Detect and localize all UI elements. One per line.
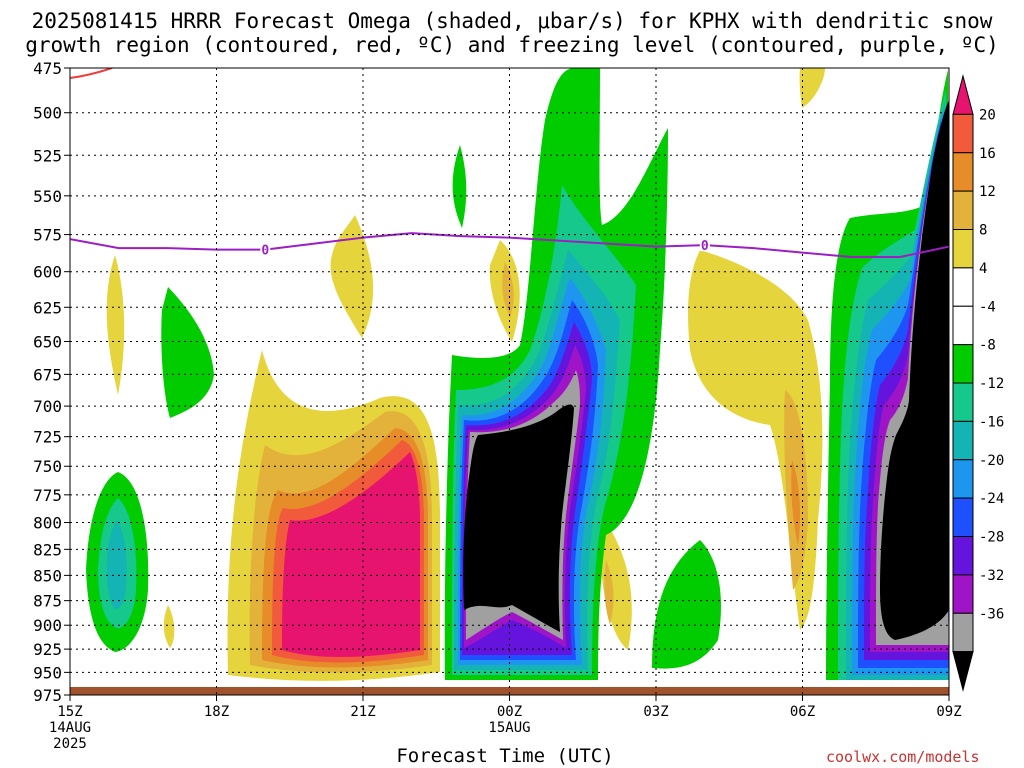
omega-region-neg4-e <box>652 540 721 669</box>
colorbar-label: -24 <box>979 491 1004 507</box>
chart-grid <box>70 68 949 695</box>
y-tick-label: 700 <box>33 397 62 416</box>
chart-title-line-2: growth region (contoured, red, ºC) and f… <box>25 33 999 57</box>
omega-region-pos4-d <box>330 215 374 338</box>
colorbar-box <box>952 536 974 576</box>
y-tick-label: 850 <box>33 566 62 585</box>
y-tick-label: 550 <box>33 187 62 206</box>
colorbar-label: 16 <box>979 146 996 162</box>
omega-region-pos4-c <box>163 605 175 648</box>
colorbar-box <box>952 574 974 614</box>
colorbar-box <box>952 459 974 499</box>
colorbar-box <box>952 152 974 192</box>
x-tick-sublabel: 14AUG <box>49 720 91 736</box>
y-tick-label: 900 <box>33 616 62 635</box>
colorbar-box <box>952 229 974 269</box>
colorbar-label: 8 <box>979 223 987 239</box>
x-axis-title: Forecast Time (UTC) <box>396 745 614 767</box>
freezing-label: 0 <box>261 244 269 259</box>
colorbar-label: -16 <box>979 414 1004 430</box>
colorbar-box <box>952 267 974 307</box>
y-tick-label: 775 <box>33 486 62 505</box>
colorbar-label: -12 <box>979 376 1004 392</box>
ground-strip <box>70 687 949 695</box>
colorbar-box <box>952 344 974 384</box>
colorbar-label: 4 <box>979 261 987 277</box>
colorbar-label: -20 <box>979 453 1004 469</box>
colorbar-box <box>952 305 974 346</box>
x-tick-label: 21Z <box>350 704 375 720</box>
x-tick-sublabel: 15AUG <box>488 720 530 736</box>
y-tick-label: 500 <box>33 104 62 123</box>
y-tick-label: 975 <box>33 686 62 705</box>
colorbar-top-arrow <box>952 74 974 115</box>
y-axis: 475 500 525 550 575 600 625 650 675 700 725 750 775 8… <box>33 59 70 705</box>
colorbar-bottom-arrow <box>952 651 974 692</box>
freezing-label: 0 <box>701 239 709 254</box>
x-tick-label: 18Z <box>204 704 229 720</box>
colorbar-box <box>952 497 974 537</box>
colorbar-box <box>952 382 974 422</box>
y-tick-label: 625 <box>33 298 62 317</box>
colorbar-label: -4 <box>979 299 996 315</box>
x-tick-sublabel: 2025 <box>53 736 87 752</box>
freezing-label-bg <box>260 240 271 256</box>
omega-region-pos8-f <box>604 560 614 625</box>
dendritic-growth-contour <box>70 68 113 79</box>
y-tick-label: 800 <box>33 514 62 533</box>
omega-region-pos4-b <box>106 255 125 395</box>
y-tick-label: 875 <box>33 592 62 611</box>
x-tick-label: 00Z <box>497 704 522 720</box>
omega-region-pos12-g <box>791 460 800 545</box>
y-tick-label: 675 <box>33 365 62 384</box>
omega-shading <box>86 68 949 681</box>
colorbar-label: 12 <box>979 184 996 200</box>
y-tick-label: 925 <box>33 640 62 659</box>
omega-region-neg36-d <box>463 404 574 632</box>
colorbar-label: 20 <box>979 107 996 123</box>
omega-region-pos4-h <box>799 68 825 108</box>
y-tick-label: 525 <box>33 146 62 165</box>
omega-region-neg4-b <box>161 287 214 418</box>
y-tick-label: 600 <box>33 263 62 282</box>
colorbar-label: -8 <box>979 338 996 354</box>
x-tick-label: 06Z <box>790 704 815 720</box>
colorbar-label: -28 <box>979 530 1004 546</box>
x-tick-label: 03Z <box>643 704 668 720</box>
y-tick-label: 950 <box>33 663 62 682</box>
colorbar-label: -32 <box>979 568 1004 584</box>
y-tick-label: 750 <box>33 457 62 476</box>
omega-region-neg4-c <box>452 145 467 228</box>
colorbar-box <box>952 113 974 154</box>
chart-title-line-1: 2025081415 HRRR Forecast Omega (shaded, … <box>31 9 993 33</box>
omega-region-pos8-e <box>502 262 514 318</box>
omega-region-pos20-a <box>282 452 420 657</box>
omega-region-pos4-f <box>600 512 632 650</box>
colorbar-box <box>952 420 974 461</box>
colorbar: 20 16 12 8 4 -4 -8 -12 -16 -20 -24 -28 -32 -36 <box>952 74 1004 692</box>
omega-region-neg12-a <box>106 520 127 610</box>
colorbar-box <box>952 612 974 653</box>
freezing-label-bg <box>699 236 710 252</box>
x-tick-label: 15Z <box>57 704 82 720</box>
y-tick-label: 475 <box>33 59 62 78</box>
omega-region-pos4-g <box>688 250 823 630</box>
omega-region-neg36-f <box>880 100 949 640</box>
y-tick-label: 575 <box>33 226 62 245</box>
colorbar-box <box>952 190 974 230</box>
y-tick-label: 725 <box>33 428 62 447</box>
x-tick-label: 09Z <box>936 704 961 720</box>
watermark-text: coolwx.com/models <box>826 748 980 766</box>
colorbar-label: -36 <box>979 606 1004 622</box>
y-tick-label: 825 <box>33 540 62 559</box>
y-tick-label: 650 <box>33 332 62 351</box>
